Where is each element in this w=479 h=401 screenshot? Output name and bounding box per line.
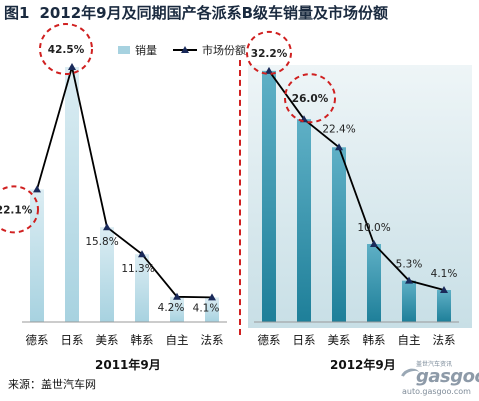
value-label-美系: 15.8% — [85, 236, 118, 248]
highlight-circle-日系 — [39, 23, 93, 75]
gasgoo-logo: 盖世汽车资讯 gasgoo auto.gasgoo.com — [397, 359, 479, 399]
figure-label: 图1 — [4, 4, 30, 22]
share-marker-德系 — [265, 66, 273, 74]
logo-url: auto.gasgoo.com — [402, 387, 471, 396]
share-marker-日系 — [68, 63, 76, 70]
bar-2011年9月-法系 — [205, 297, 219, 322]
category-label-法系: 法系 — [201, 333, 224, 347]
bar-2011年9月-日系 — [65, 67, 79, 322]
legend-item-share: 市场份额 — [173, 42, 246, 58]
value-label-自主: 4.2% — [158, 302, 185, 314]
chart-title: 图1 2012年9月及同期国产各派系B级车销量及市场份额 — [4, 2, 476, 23]
share-marker-美系 — [335, 143, 343, 151]
legend: 销量 市场份额 — [118, 42, 246, 58]
highlight-circle-日系 — [284, 73, 336, 124]
panel-2012-background — [248, 65, 472, 328]
bar-2012年9月-德系 — [262, 70, 276, 322]
bar-2012年9月-日系 — [297, 119, 311, 322]
category-label-美系: 美系 — [328, 333, 351, 347]
value-label-韩系: 11.3% — [121, 263, 154, 275]
category-label-韩系: 韩系 — [131, 333, 154, 347]
category-label-日系: 日系 — [61, 333, 84, 347]
value-label-美系: 22.4% — [322, 123, 355, 135]
bar-2012年9月-美系 — [332, 147, 346, 322]
title-text: 2012年9月及同期国产各派系B级车销量及市场份额 — [39, 4, 389, 22]
share-marker-美系 — [103, 223, 111, 231]
legend-label-sales: 销量 — [135, 44, 157, 57]
period-label-2012: 2012年9月 — [330, 358, 396, 372]
source-note: 来源：盖世汽车网 — [8, 378, 96, 391]
category-label-法系: 法系 — [433, 333, 456, 347]
share-marker-法系 — [440, 286, 448, 294]
share-marker-德系 — [33, 185, 41, 193]
category-label-德系: 德系 — [258, 333, 281, 347]
legend-swatch-bar — [118, 46, 130, 54]
category-label-美系: 美系 — [96, 333, 119, 347]
bar-2012年9月-自主 — [402, 280, 416, 322]
bar-2011年9月-德系 — [30, 189, 44, 322]
share-marker-韩系 — [370, 240, 378, 247]
value-label-德系: 22.1% — [0, 204, 33, 216]
bar-2012年9月-法系 — [437, 290, 451, 322]
share-marker-韩系 — [138, 250, 146, 258]
bar-2011年9月-自主 — [170, 296, 184, 322]
panel-divider — [239, 60, 241, 335]
bar-2011年9月-美系 — [100, 227, 114, 322]
bar-2012年9月-韩系 — [367, 244, 381, 322]
category-label-自主: 自主 — [398, 333, 421, 347]
value-label-自主: 5.3% — [396, 259, 423, 271]
value-label-法系: 4.1% — [431, 268, 458, 280]
highlight-circle-德系 — [246, 30, 292, 75]
highlight-circle-德系 — [0, 185, 39, 234]
bar-2011年9月-韩系 — [135, 254, 149, 322]
category-label-日系: 日系 — [293, 333, 316, 347]
share-line-2011年9月 — [36, 66, 213, 299]
logo-tagline: 盖世汽车资讯 — [416, 361, 453, 368]
value-label-日系: 42.5% — [48, 44, 85, 56]
share-marker-法系 — [208, 293, 216, 301]
category-label-韩系: 韩系 — [363, 333, 386, 347]
category-label-自主: 自主 — [166, 333, 189, 347]
period-label-2011: 2011年9月 — [95, 358, 161, 372]
value-label-韩系: 10.0% — [357, 222, 390, 234]
share-marker-自主 — [405, 276, 413, 284]
share-marker-自主 — [173, 292, 181, 300]
category-label-德系: 德系 — [26, 333, 49, 347]
logo-mark: gasgoo — [416, 366, 479, 387]
legend-label-share: 市场份额 — [202, 44, 246, 57]
value-label-日系: 26.0% — [292, 93, 329, 105]
value-label-法系: 4.1% — [193, 302, 220, 314]
value-label-德系: 32.2% — [251, 48, 288, 60]
share-line-2012年9月 — [268, 70, 445, 291]
legend-item-sales: 销量 — [118, 42, 157, 58]
legend-line-marker-icon — [173, 45, 197, 55]
